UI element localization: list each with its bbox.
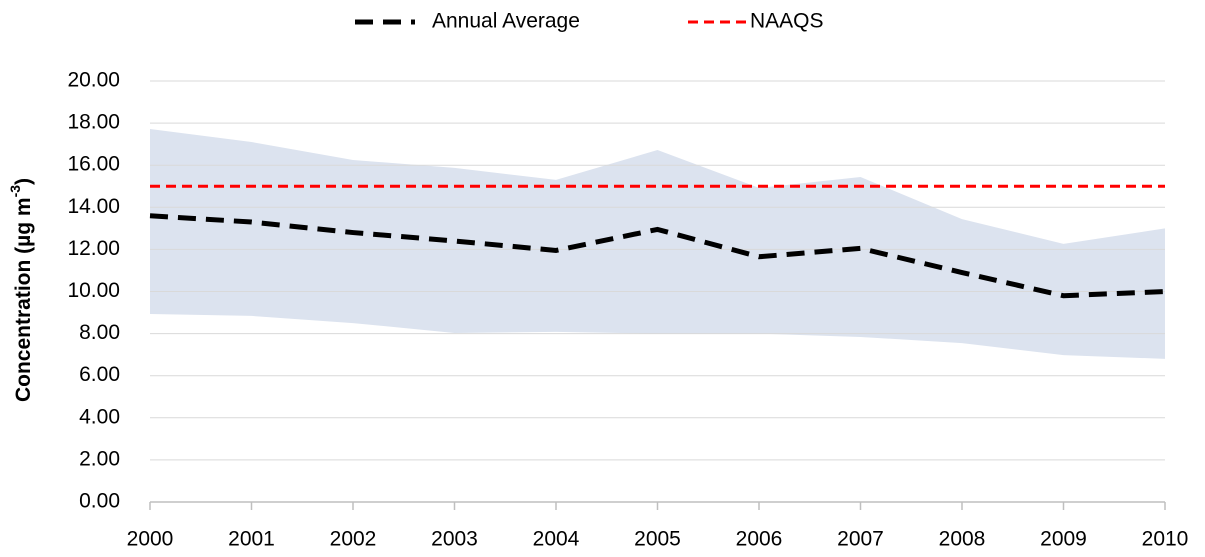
x-tick-label: 2001 [228,528,275,551]
y-tick-label: 16.00 [67,153,120,176]
y-tick-label: 10.00 [67,279,120,302]
y-tick-label: 18.00 [67,111,120,134]
y-tick-label: 6.00 [79,363,120,386]
legend-label: Annual Average [432,10,580,33]
x-tick-label: 2009 [1040,528,1087,551]
y-tick-label: 2.00 [79,447,120,470]
y-axis-label: Concentration (µg m-3) [7,178,35,402]
x-tick-label: 2008 [939,528,986,551]
y-tick-label: 0.00 [79,490,120,513]
y-tick-label: 20.00 [67,69,120,92]
range-band [150,128,1165,359]
y-tick-label: 4.00 [79,405,120,428]
y-tick-label: 8.00 [79,321,120,344]
y-tick-label: 14.00 [67,195,120,218]
legend-label: NAAQS [750,10,824,33]
y-tick-label: 12.00 [67,237,120,260]
y-label-suffix: ) [12,178,35,185]
y-label-text: Concentration (µg m [12,197,35,402]
x-tick-label: 2005 [634,528,681,551]
x-tick-label: 2000 [127,528,174,551]
x-tick-label: 2004 [533,528,580,551]
x-tick-label: 2007 [837,528,884,551]
series-line [149,213,1166,299]
x-tick-label: 2010 [1142,528,1189,551]
x-tick-label: 2003 [431,528,478,551]
x-tick-label: 2006 [736,528,783,551]
y-label-sup: -3 [7,185,23,198]
x-tick-label: 2002 [330,528,377,551]
